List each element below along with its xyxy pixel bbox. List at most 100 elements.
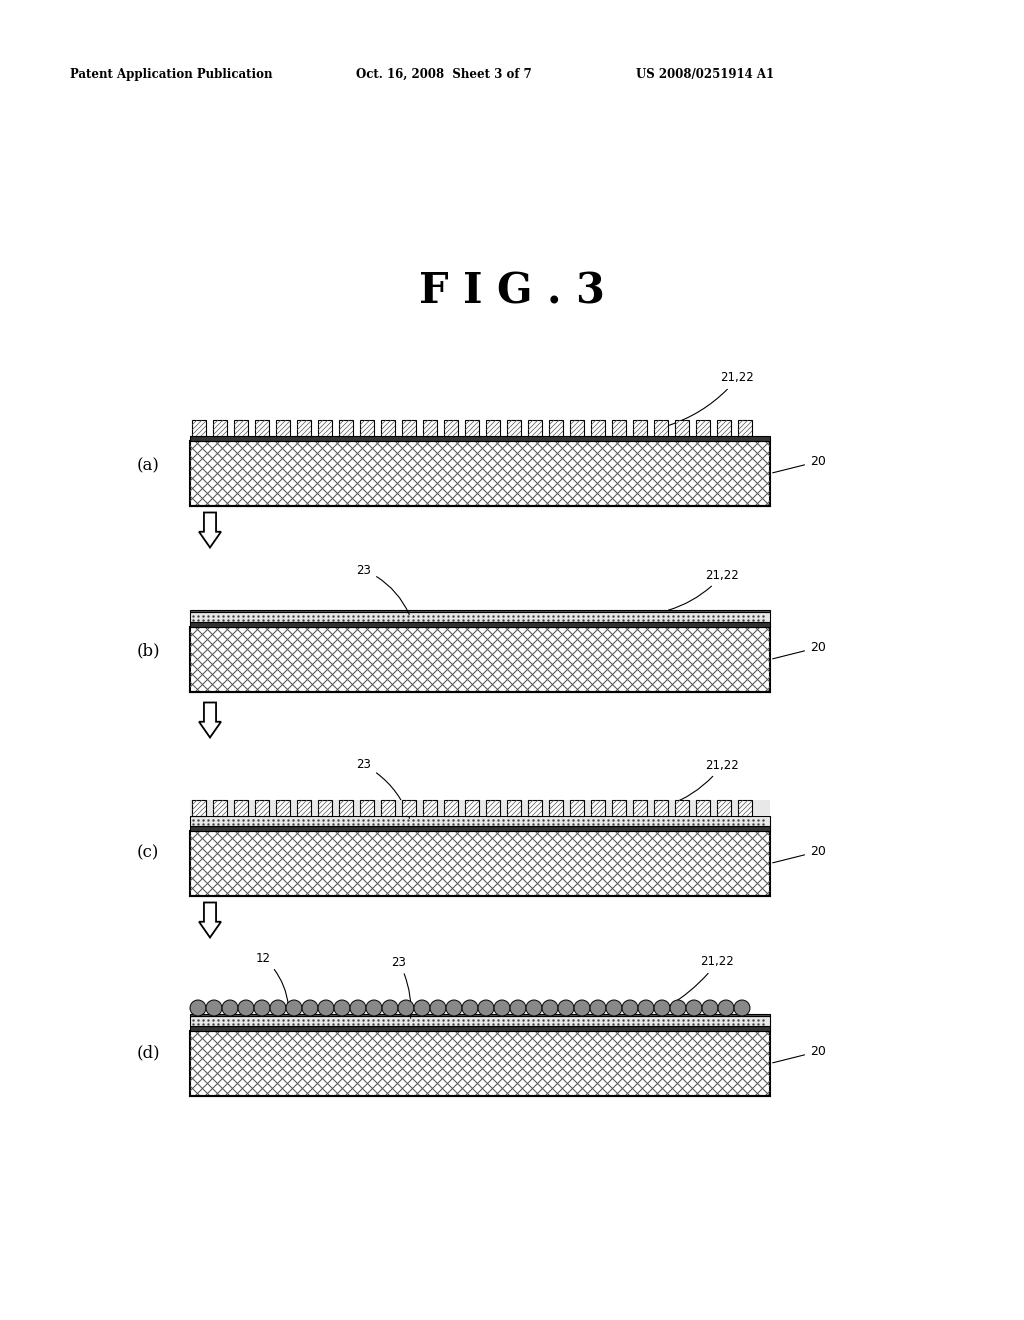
Bar	[190, 832, 770, 896]
Circle shape	[302, 1001, 318, 1016]
Bar	[570, 800, 584, 816]
Circle shape	[430, 1001, 446, 1016]
Circle shape	[622, 1001, 638, 1016]
Bar	[738, 800, 752, 816]
Bar	[190, 441, 770, 506]
Bar	[696, 420, 710, 436]
Bar	[549, 800, 563, 816]
Bar	[570, 420, 584, 436]
Bar	[190, 622, 770, 627]
Text: 20: 20	[773, 845, 826, 863]
Bar	[190, 1031, 770, 1096]
Bar	[190, 1026, 770, 1031]
Bar	[190, 826, 770, 832]
Bar	[213, 800, 227, 816]
Circle shape	[366, 1001, 382, 1016]
Bar	[507, 420, 521, 436]
Bar	[190, 610, 770, 612]
Circle shape	[494, 1001, 510, 1016]
Bar	[339, 800, 353, 816]
Circle shape	[478, 1001, 494, 1016]
Circle shape	[670, 1001, 686, 1016]
Text: Patent Application Publication: Patent Application Publication	[70, 69, 272, 81]
Text: 20: 20	[773, 642, 826, 659]
Bar	[717, 420, 731, 436]
Bar	[486, 420, 500, 436]
Circle shape	[318, 1001, 334, 1016]
Circle shape	[446, 1001, 462, 1016]
Bar	[297, 420, 311, 436]
Bar	[255, 420, 269, 436]
Bar	[507, 800, 521, 816]
Bar	[318, 420, 332, 436]
Bar	[213, 420, 227, 436]
Bar	[465, 420, 479, 436]
FancyArrow shape	[199, 702, 221, 738]
Bar	[190, 816, 770, 826]
Circle shape	[702, 1001, 718, 1016]
Bar	[190, 1014, 770, 1016]
Text: (c): (c)	[137, 845, 159, 862]
Bar	[190, 1016, 770, 1026]
Text: (a): (a)	[136, 457, 160, 474]
Circle shape	[606, 1001, 622, 1016]
Text: 20: 20	[773, 1045, 826, 1063]
Circle shape	[590, 1001, 606, 1016]
Bar	[193, 800, 206, 816]
Bar	[190, 1031, 770, 1096]
Bar	[276, 800, 290, 816]
Text: 23: 23	[356, 564, 410, 614]
Bar	[738, 420, 752, 436]
Bar	[465, 800, 479, 816]
Bar	[654, 420, 668, 436]
Bar	[234, 800, 248, 816]
Bar	[486, 800, 500, 816]
Bar	[717, 800, 731, 816]
Text: 21,22: 21,22	[668, 956, 734, 1007]
Circle shape	[350, 1001, 366, 1016]
Circle shape	[414, 1001, 430, 1016]
Circle shape	[398, 1001, 414, 1016]
Bar	[549, 420, 563, 436]
Bar	[190, 627, 770, 692]
Bar	[402, 420, 416, 436]
Bar	[318, 800, 332, 816]
Circle shape	[334, 1001, 350, 1016]
Bar	[360, 800, 374, 816]
Circle shape	[686, 1001, 702, 1016]
Circle shape	[510, 1001, 526, 1016]
FancyArrow shape	[199, 903, 221, 937]
Bar	[360, 420, 374, 436]
Bar	[276, 420, 290, 436]
Bar	[696, 800, 710, 816]
Circle shape	[654, 1001, 670, 1016]
Bar	[528, 800, 542, 816]
Bar	[234, 420, 248, 436]
Circle shape	[190, 1001, 206, 1016]
Bar	[193, 420, 206, 436]
Bar	[190, 800, 770, 816]
Text: (d): (d)	[136, 1044, 160, 1061]
Bar	[444, 420, 458, 436]
Circle shape	[526, 1001, 542, 1016]
Text: (b): (b)	[136, 643, 160, 660]
Circle shape	[734, 1001, 750, 1016]
Bar	[402, 800, 416, 816]
Bar	[675, 420, 689, 436]
Bar	[612, 420, 626, 436]
Circle shape	[254, 1001, 270, 1016]
Bar	[612, 800, 626, 816]
Bar	[423, 420, 437, 436]
Circle shape	[718, 1001, 734, 1016]
Circle shape	[638, 1001, 654, 1016]
Bar	[190, 627, 770, 692]
Bar	[591, 800, 605, 816]
Bar	[297, 800, 311, 816]
Bar	[654, 800, 668, 816]
Bar	[255, 800, 269, 816]
Bar	[633, 800, 647, 816]
Text: 21,22: 21,22	[669, 569, 739, 610]
Bar	[381, 420, 395, 436]
Bar	[190, 441, 770, 506]
Bar	[190, 612, 770, 622]
